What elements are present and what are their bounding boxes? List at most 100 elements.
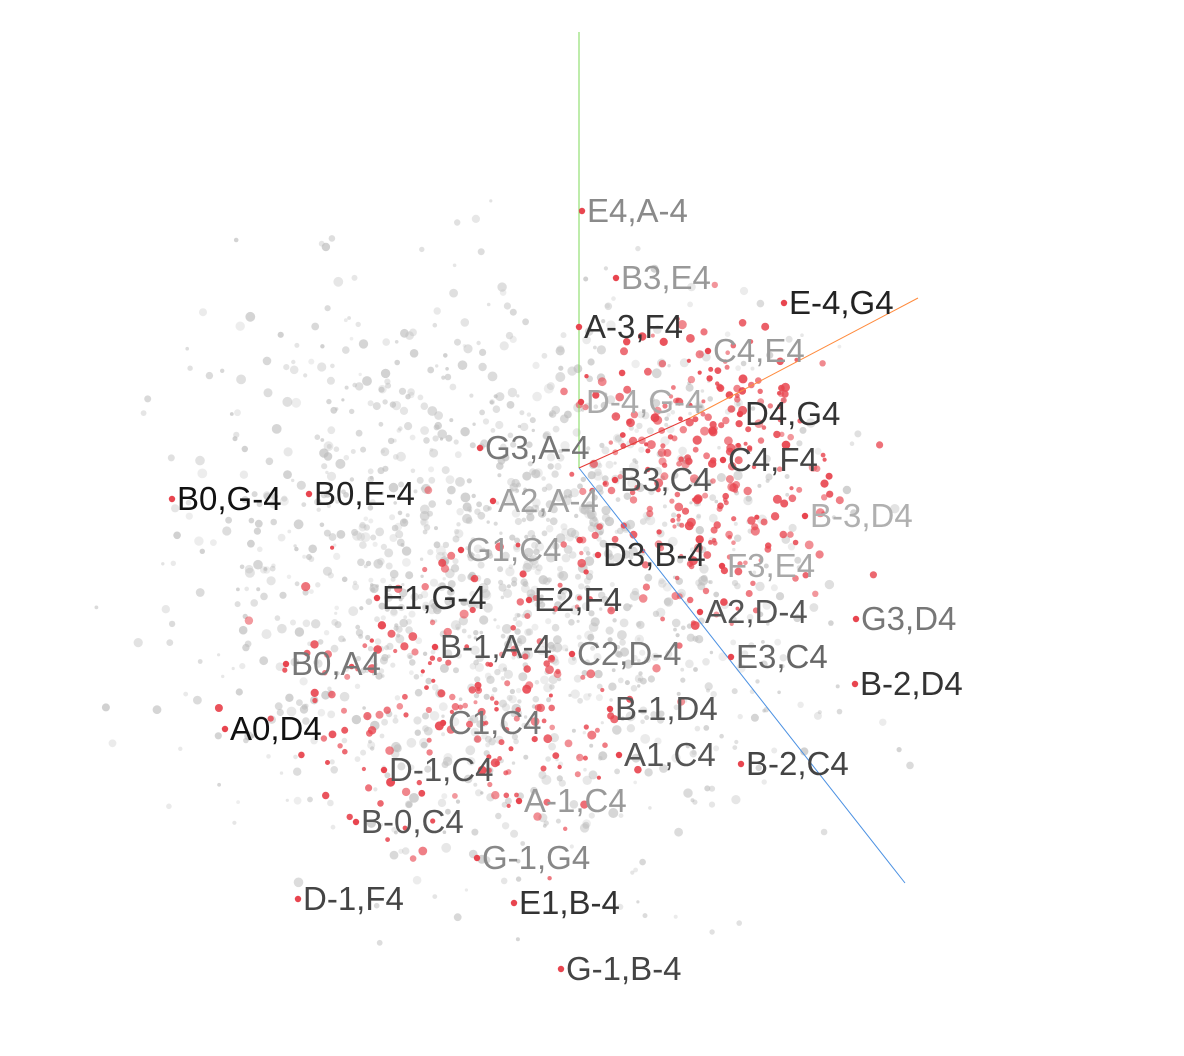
background-point (326, 376, 335, 385)
highlight-point (411, 648, 419, 656)
point-label: A2,D-4 (705, 593, 808, 630)
highlight-point (491, 791, 500, 800)
background-point (367, 468, 374, 475)
background-point (503, 588, 513, 599)
labeled-point[interactable] (510, 899, 518, 907)
labeled-point[interactable] (780, 299, 788, 307)
background-point (441, 466, 450, 475)
background-point (314, 659, 323, 668)
labeled-point[interactable] (578, 207, 586, 215)
highlight-point (547, 876, 552, 881)
background-point (706, 688, 710, 693)
labeled-point[interactable] (168, 495, 176, 503)
background-point (326, 503, 331, 509)
background-point (569, 800, 579, 809)
background-point (323, 441, 334, 452)
background-point (363, 516, 369, 522)
background-point (732, 745, 738, 750)
labeled-point[interactable] (851, 680, 859, 688)
background-point (517, 424, 522, 429)
background-point (665, 487, 669, 491)
labeled-point[interactable] (801, 512, 809, 520)
background-point (372, 541, 378, 547)
labeled-point[interactable] (696, 608, 704, 616)
labeled-point[interactable] (568, 650, 576, 658)
labeled-point[interactable] (611, 476, 619, 484)
labeled-point[interactable] (431, 643, 439, 651)
background-point (523, 715, 528, 719)
background-point (241, 496, 249, 504)
labeled-point[interactable] (606, 705, 614, 713)
highlight-point (325, 760, 330, 765)
labeled-point[interactable] (525, 596, 533, 604)
labeled-point[interactable] (282, 660, 290, 668)
labeled-point[interactable] (439, 719, 447, 727)
background-point (471, 493, 476, 499)
labeled-point[interactable] (719, 456, 727, 464)
highlight-point (731, 540, 736, 545)
highlight-point (504, 727, 510, 733)
highlight-point (543, 734, 553, 744)
background-point (473, 636, 478, 640)
background-point (478, 582, 489, 593)
labeled-point[interactable] (373, 594, 381, 602)
labeled-point[interactable] (473, 854, 481, 862)
background-point (225, 516, 233, 524)
labeled-point[interactable] (612, 274, 620, 282)
background-point (628, 555, 634, 560)
labeled-point[interactable] (736, 410, 744, 418)
background-point (708, 801, 716, 808)
labeled-point[interactable] (615, 751, 623, 759)
labeled-point[interactable] (727, 653, 735, 661)
background-point (307, 796, 313, 803)
background-point (441, 732, 446, 737)
highlight-point (429, 619, 436, 626)
background-point (514, 628, 521, 635)
background-point (817, 710, 822, 715)
highlight-point (703, 551, 712, 559)
highlight-point (745, 426, 752, 433)
labeled-point[interactable] (594, 551, 602, 559)
highlight-point (710, 478, 716, 484)
background-point (271, 424, 282, 434)
highlight-point (702, 587, 710, 595)
labeled-point[interactable] (704, 347, 712, 355)
highlight-point (597, 377, 607, 387)
highlight-point (676, 517, 681, 522)
labeled-point[interactable] (718, 562, 726, 570)
background-point (582, 821, 590, 830)
highlight-point (557, 582, 563, 588)
background-point (615, 645, 621, 650)
labeled-point[interactable] (221, 725, 229, 733)
background-point (534, 680, 540, 685)
labeled-point[interactable] (577, 398, 585, 406)
labeled-point[interactable] (575, 323, 583, 331)
background-point (334, 605, 340, 611)
highlight-point (641, 561, 650, 569)
highlight-point (716, 384, 725, 392)
highlight-point (689, 474, 699, 483)
labeled-point[interactable] (457, 546, 465, 554)
highlight-point (727, 535, 732, 540)
highlight-point (822, 457, 827, 462)
labeled-point[interactable] (380, 766, 388, 774)
labeled-point[interactable] (305, 490, 313, 498)
labeled-point[interactable] (352, 818, 360, 826)
labeled-point[interactable] (294, 895, 302, 903)
labeled-point[interactable] (737, 760, 745, 768)
labeled-point[interactable] (476, 444, 484, 452)
labeled-point[interactable] (557, 965, 565, 973)
labeled-point[interactable] (852, 615, 860, 623)
labeled-point[interactable] (515, 797, 523, 805)
background-point (375, 527, 385, 537)
highlight-point (734, 567, 743, 576)
highlight-point (755, 377, 762, 384)
background-point (408, 655, 412, 659)
background-point (336, 530, 346, 539)
labeled-point[interactable] (489, 497, 497, 505)
background-point (541, 476, 546, 481)
background-point (210, 539, 217, 546)
highlight-point (668, 394, 674, 399)
